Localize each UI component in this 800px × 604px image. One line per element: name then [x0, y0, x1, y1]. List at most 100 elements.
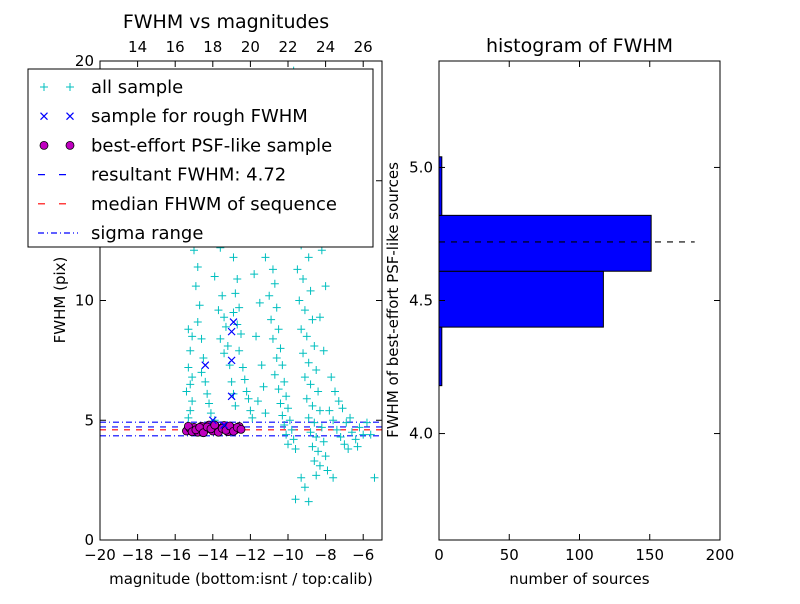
all-sample-point: [299, 349, 308, 358]
all-sample-point: [302, 394, 311, 403]
all-sample-point: [317, 423, 326, 432]
all-sample-point: [325, 406, 334, 415]
top-x-tick-label: 16: [166, 38, 185, 56]
top-x-tick-label: 20: [241, 38, 260, 56]
histogram-bar: [438, 270, 604, 328]
legend-marker-x: [66, 112, 74, 121]
all-sample-point: [323, 466, 332, 475]
all-sample-point: [188, 397, 197, 406]
x-tick-label: −8: [315, 546, 337, 564]
all-sample-point: [231, 289, 240, 298]
all-sample-point: [319, 437, 328, 446]
all-sample-point: [276, 344, 285, 353]
top-x-tick-label: 14: [128, 38, 147, 56]
all-sample-point: [314, 387, 323, 396]
all-sample-point: [331, 387, 339, 396]
all-sample-point: [285, 416, 294, 425]
all-sample-point: [329, 416, 338, 425]
all-sample-point: [355, 423, 364, 432]
all-sample-point: [317, 246, 326, 255]
all-sample-point: [265, 291, 274, 300]
all-sample-point: [220, 349, 229, 358]
all-sample-point: [319, 346, 328, 355]
all-sample-point: [250, 270, 259, 279]
all-sample-point: [259, 382, 268, 391]
all-sample-point: [248, 413, 257, 422]
all-sample-point: [235, 303, 244, 312]
scatter-y-axis-label: FWHM (pix): [51, 257, 69, 344]
all-sample-point: [329, 473, 338, 482]
all-sample-point: [268, 334, 277, 343]
all-sample-point: [274, 385, 283, 394]
all-sample-point: [336, 433, 345, 442]
psf-like-point: [236, 424, 246, 434]
all-sample-point: [201, 377, 210, 386]
all-sample-point: [229, 308, 238, 317]
all-sample-point: [310, 418, 319, 427]
all-sample-point: [321, 282, 330, 291]
all-sample-point: [191, 282, 200, 291]
all-sample-point: [235, 346, 244, 355]
x-tick-label: 200: [706, 546, 735, 564]
all-sample-point: [308, 442, 317, 451]
top-x-tick-label: 18: [203, 38, 222, 56]
all-sample-point: [306, 380, 315, 389]
all-sample-point: [315, 313, 324, 322]
all-sample-point: [229, 253, 238, 262]
top-x-tick-label: 22: [278, 38, 297, 56]
scatter-title: FWHM vs magnitudes: [123, 11, 329, 33]
all-sample-point: [276, 399, 285, 408]
all-sample-point: [282, 392, 291, 401]
all-sample-point: [210, 272, 219, 281]
all-sample-point: [238, 363, 247, 372]
all-sample-point: [206, 409, 215, 418]
all-sample-point: [274, 325, 283, 334]
x-tick-label: −12: [235, 546, 267, 564]
all-sample-point: [270, 370, 279, 379]
legend-marker-plus: [66, 83, 74, 91]
all-sample-point: [304, 358, 313, 367]
y-tick-label: 4.0: [409, 425, 433, 443]
x-tick-label: −20: [84, 546, 116, 564]
all-sample-point: [315, 406, 324, 415]
all-sample-point: [289, 435, 298, 444]
all-sample-point: [261, 409, 270, 418]
all-sample-point: [327, 373, 336, 382]
all-sample-point: [300, 483, 309, 492]
all-sample-point: [278, 411, 287, 420]
all-sample-point: [291, 495, 300, 504]
histogram-y-ticks: 4.0 4.5 5.0: [409, 158, 720, 443]
all-sample-point: [252, 332, 261, 341]
all-sample-point: [310, 342, 319, 351]
all-sample-point: [297, 325, 306, 334]
x-tick-label: 0: [434, 546, 444, 564]
y-tick-label: 0: [84, 531, 94, 549]
rough-fwhm-points: [201, 318, 238, 429]
y-tick-label: 5.0: [409, 158, 433, 176]
scatter-panel: −20 −18 −16 −14 −12 −10 −8 −6 14 16 18 20 22 24 26 0 5…: [27, 11, 383, 588]
all-sample-point: [278, 361, 287, 370]
rough-fwhm-point: [227, 392, 236, 401]
all-sample-point: [312, 471, 321, 480]
all-sample-point: [182, 387, 191, 396]
all-sample-point: [310, 456, 319, 465]
all-sample-point: [246, 406, 255, 415]
all-sample-point: [231, 401, 240, 410]
y-tick-label: 20: [75, 52, 94, 70]
all-sample-point: [300, 306, 309, 315]
histogram-y-axis-label: FWHM of best-effort PSF-like sources: [384, 162, 402, 438]
legend-label: all sample: [91, 77, 183, 98]
legend-marker-plus: [40, 83, 48, 91]
histogram-panel: 0 50 100 150 200 4.0 4.5 5.0 histogram of FWHM…: [384, 35, 734, 588]
all-sample-point: [304, 497, 313, 506]
all-sample-point: [197, 334, 206, 343]
all-sample-point: [334, 397, 343, 406]
all-sample-point: [203, 389, 212, 398]
all-sample-point: [370, 473, 379, 482]
all-sample-point: [272, 353, 281, 362]
all-sample-point: [186, 406, 195, 415]
rough-fwhm-point: [201, 361, 210, 370]
x-tick-label: 150: [635, 546, 664, 564]
